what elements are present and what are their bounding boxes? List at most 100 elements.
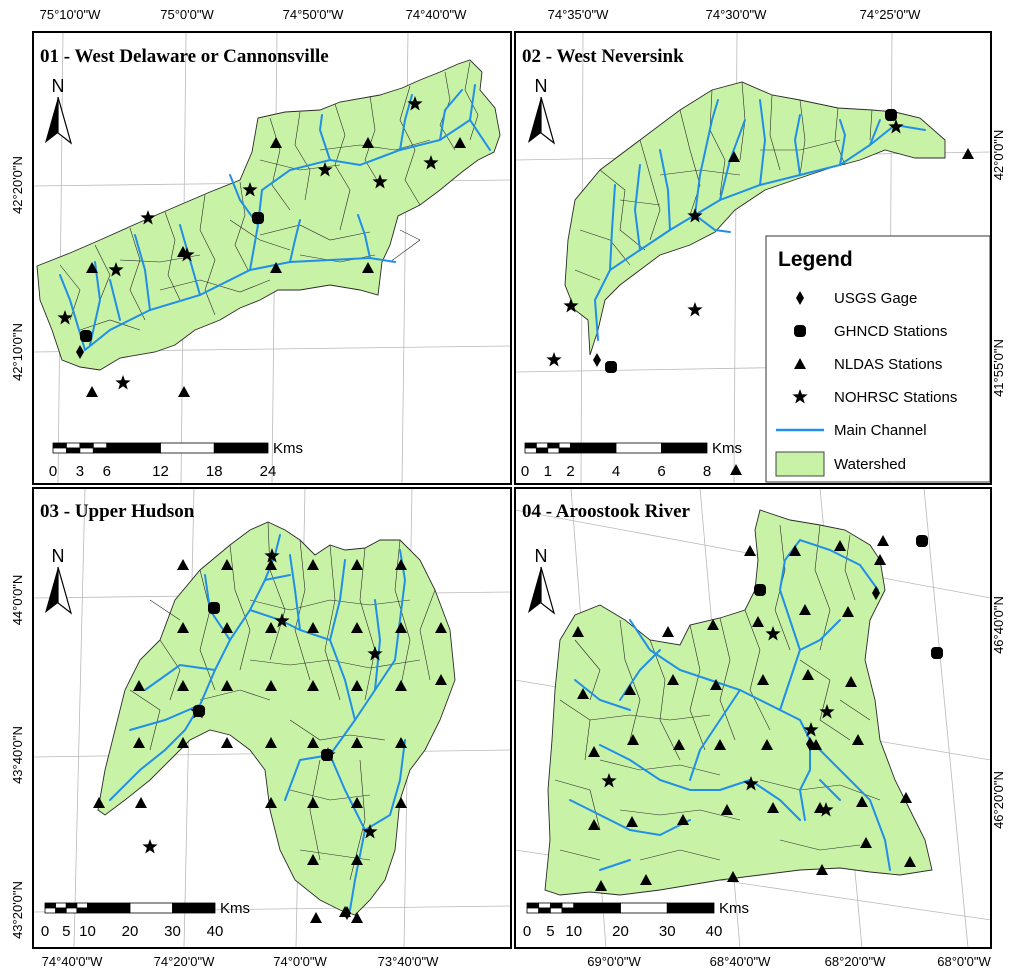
scale-segment: [44, 907, 57, 914]
nldas-station-icon: [752, 616, 764, 627]
longitude-label: 74°20'0"W: [154, 954, 215, 969]
panel-frame-3: [32, 487, 512, 949]
scale-tick-label: 4: [612, 463, 620, 480]
nldas-station-icon: [177, 737, 189, 748]
scale-segment: [547, 442, 560, 449]
nldas-station-icon: [265, 797, 277, 808]
scale-segment: [661, 442, 708, 454]
ghncd-station-icon: [605, 361, 617, 373]
nohrsc-station-icon: [687, 208, 703, 223]
subbasin-lines-3: [129, 521, 436, 881]
scale-segment: [558, 442, 571, 449]
panel-west-delaware: 01 - West Delaware or Cannonsville N 0 3 6…: [32, 31, 512, 485]
nldas-station-icon: [816, 864, 828, 875]
scale-segment: [79, 447, 94, 454]
nldas-station-icon: [877, 535, 889, 546]
nldas-station-icon: [860, 837, 872, 848]
scale-segment: [538, 902, 551, 909]
north-arrow-right-half: [540, 566, 556, 615]
nldas-station-icon: [177, 622, 189, 633]
latitude-label: 42°20'0"N: [10, 156, 25, 214]
nldas-station-icon: [307, 797, 319, 808]
scale-bar: 0 3 6 12 18 24 Kms: [49, 440, 303, 480]
scale-segment: [106, 442, 161, 454]
nldas-station-icon: [842, 606, 854, 617]
nohrsc-station-icon: [423, 155, 439, 170]
nldas-station-icon: [307, 680, 319, 691]
nldas-station-icon: [588, 819, 600, 830]
scale-segment: [55, 907, 67, 914]
nldas-station-icon: [721, 804, 733, 815]
main-channels-4: [569, 538, 891, 871]
right-axis-labels: 42°0'0"N 41°55'0"N 46°40'0"N 46°20'0"N: [991, 130, 1006, 829]
ghncd-station-icon: [321, 749, 333, 761]
nldas-station-icon: [395, 737, 407, 748]
scale-segment: [76, 902, 88, 909]
ghncd-station-icon: [754, 584, 766, 596]
nldas-station-icon: [588, 746, 600, 757]
scale-segment: [52, 442, 67, 449]
scale-tick-label: 10: [565, 923, 582, 940]
panel-frame-1: [32, 31, 512, 485]
left-axis-labels: 42°20'0"N 42°10'0"N 44°0'0"N 43°40'0"N 4…: [10, 156, 25, 939]
scale-segment: [666, 902, 715, 914]
station-markers-3: [93, 548, 447, 923]
legend: Legend USGS Gage GHNCD Stations NLDAS Stat…: [765, 235, 991, 483]
scale-segment: [213, 442, 269, 454]
panel-title: 02 - West Neversink: [522, 46, 684, 67]
nldas-station-icon: [845, 676, 857, 687]
nohrsc-station-icon: [242, 182, 258, 197]
north-arrow-right-half: [540, 96, 556, 145]
usgs-gage-icon: [76, 345, 84, 359]
legend-item-label: Main Channel: [834, 422, 927, 439]
scale-segment: [76, 907, 88, 914]
scale-tick-label: 40: [706, 923, 723, 940]
longitude-label: 74°40'0"W: [406, 7, 467, 22]
longitude-label: 75°0'0"W: [160, 7, 214, 22]
scale-segment: [524, 442, 537, 449]
scale-tick-label: 5: [546, 923, 554, 940]
nldas-station-icon: [802, 669, 814, 680]
nohrsc-station-icon: [362, 824, 378, 839]
station-markers-2: [546, 109, 974, 475]
latitude-label: 41°55'0"N: [991, 339, 1006, 397]
longitude-label: 74°40'0"W: [42, 954, 103, 969]
panel-aroostook-river: 04 - Aroostook River N 0 5 10 20 30 40 Kms: [514, 487, 992, 949]
scale-bar: 0 5 10 20 30 40 Kms: [41, 900, 250, 940]
panel-frame-2: [514, 31, 992, 485]
nldas-station-icon: [93, 797, 105, 808]
scale-segment: [547, 447, 560, 454]
nldas-station-icon: [351, 680, 363, 691]
nldas-station-icon: [395, 559, 407, 570]
nldas-station-icon: [307, 559, 319, 570]
nldas-station-icon: [744, 545, 756, 556]
longitude-label: 73°40'0"W: [378, 954, 439, 969]
nldas-station-icon: [307, 737, 319, 748]
latitude-label: 42°0'0"N: [991, 130, 1006, 181]
main-channels-1: [59, 84, 491, 351]
nohrsc-station-icon: [546, 352, 562, 367]
nldas-station-icon: [265, 622, 277, 633]
ghncd-station-icon: [916, 535, 928, 547]
nldas-station-icon: [265, 737, 277, 748]
watershed-polygon-1: [36, 59, 501, 371]
nldas-station-icon: [789, 545, 801, 556]
nldas-station-icon: [221, 680, 233, 691]
north-arrow-left-half: [528, 567, 541, 613]
nldas-station-icon: [810, 739, 822, 750]
north-arrow-icon: N: [528, 76, 556, 145]
nldas-station-icon: [673, 739, 685, 750]
usgs-gage-icon: [872, 586, 880, 600]
north-arrow-right-half: [57, 566, 73, 615]
ghncd-station-icon: [193, 705, 205, 717]
scale-segment: [92, 442, 108, 449]
nohrsc-station-icon: [803, 722, 819, 737]
scale-segment: [535, 447, 549, 454]
nohrsc-station-icon: [317, 162, 333, 177]
nohrsc-station-icon: [792, 389, 808, 404]
legend-item-label: NOHRSC Stations: [834, 389, 957, 406]
nldas-station-icon: [794, 358, 806, 369]
station-markers-1: [57, 96, 466, 397]
scale-segment: [44, 902, 57, 909]
nldas-station-icon: [351, 622, 363, 633]
